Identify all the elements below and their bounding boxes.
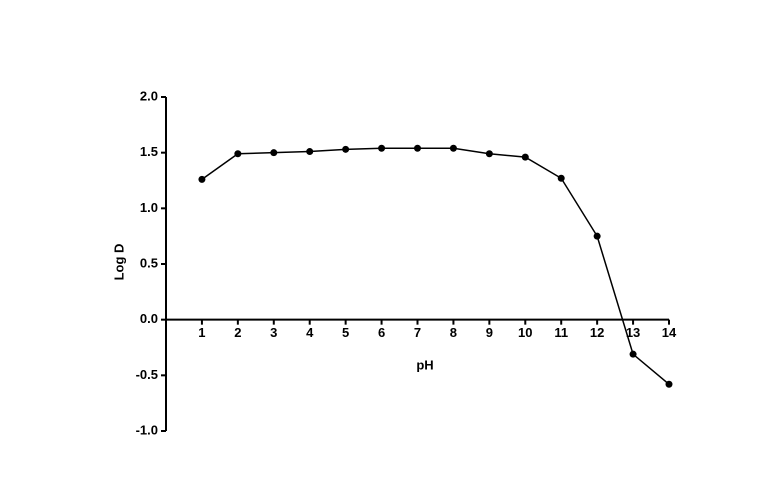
x-tick-label: 7 <box>414 325 421 340</box>
data-point <box>306 148 314 156</box>
data-point <box>629 350 637 358</box>
x-tick-label: 6 <box>378 325 385 340</box>
x-tick-label: 13 <box>626 325 640 340</box>
x-tick-label: 9 <box>486 325 493 340</box>
x-tick-label: 1 <box>198 325 205 340</box>
x-tick-label: 2 <box>234 325 241 340</box>
data-point <box>342 145 350 153</box>
data-point <box>414 144 421 152</box>
x-tick-label: 10 <box>518 325 532 340</box>
x-tick-label: 12 <box>590 325 604 340</box>
data-point <box>378 144 386 152</box>
y-tick-label: 1.0 <box>140 200 158 215</box>
data-point <box>234 150 242 158</box>
y-tick-label: 2.0 <box>140 88 158 103</box>
x-axis-label: pH <box>416 357 433 372</box>
data-point <box>593 232 601 240</box>
y-tick-label: -0.5 <box>136 367 158 382</box>
data-point <box>270 149 278 157</box>
data-point <box>665 380 673 388</box>
data-point <box>198 175 206 183</box>
y-axis-label: Log D <box>111 244 126 281</box>
y-tick-label: 0.5 <box>140 255 158 270</box>
y-tick-label: 0.0 <box>140 311 158 326</box>
y-tick-label: -1.0 <box>136 422 158 437</box>
x-tick-label: 11 <box>554 325 568 340</box>
data-line <box>201 147 670 385</box>
data-point <box>521 153 529 161</box>
data-point <box>485 150 493 158</box>
x-tick-label: 5 <box>342 325 349 340</box>
x-tick-label: 8 <box>450 325 457 340</box>
x-tick-label: 14 <box>662 325 677 340</box>
x-tick-label: 3 <box>270 325 277 340</box>
x-tick-label: 4 <box>306 325 314 340</box>
data-point <box>449 144 457 152</box>
data-point <box>557 174 565 182</box>
y-tick-label: 1.5 <box>140 144 158 159</box>
